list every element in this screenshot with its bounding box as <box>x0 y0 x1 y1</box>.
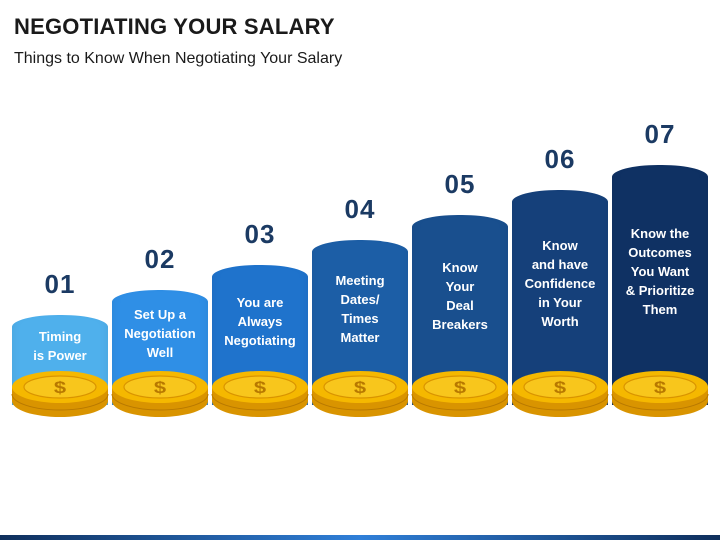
step-bar <box>612 165 708 405</box>
step-label-line: Confidence <box>524 276 596 291</box>
step-label-line: You are <box>236 294 284 310</box>
coin-rim-line <box>11 393 109 411</box>
step-number: 06 <box>544 144 576 174</box>
step-number: 05 <box>444 169 476 199</box>
dollar-coin-icon: $ <box>211 371 309 417</box>
coin-inner-ring <box>423 375 497 399</box>
step-number: 03 <box>244 219 276 249</box>
step-label-line: Negotiating <box>224 332 296 348</box>
page-subtitle: Things to Know When Negotiating Your Sal… <box>14 50 343 67</box>
step-label: Know Your Deal Breakers <box>414 258 506 334</box>
coin-inner-ring <box>23 375 97 399</box>
step-label-line: Your <box>445 279 475 294</box>
coin-rim-line <box>511 393 609 411</box>
step-label-line: Negotiation <box>124 326 196 341</box>
step-number: 02 <box>144 244 176 274</box>
step-label-line: Know the <box>630 225 690 241</box>
coin-rim-line <box>311 393 409 411</box>
step-label: Know and have Confidence in Your Worth <box>514 236 606 331</box>
coin-inner-ring <box>623 375 697 399</box>
step-label-line: Times <box>341 310 379 326</box>
step-label: Meeting Dates/Times Matter <box>314 271 406 347</box>
dollar-sign: $ <box>54 379 66 398</box>
step-label-line: Breakers <box>432 317 488 332</box>
coin-inner-ring <box>323 375 397 399</box>
step-number: 04 <box>344 194 376 224</box>
coin-rim-line <box>111 393 209 411</box>
dollar-sign: $ <box>154 379 166 398</box>
dollar-sign: $ <box>554 379 566 398</box>
step-label-line: Set Up a <box>133 307 186 322</box>
step-label-line: Outcomes <box>628 244 692 260</box>
step-label-line: Deal <box>446 298 474 313</box>
coin-rim-line <box>611 393 709 411</box>
dollar-sign: $ <box>654 379 666 398</box>
step-label: You are Always Negotiating <box>214 293 306 350</box>
step-label-line: is Power <box>33 348 87 363</box>
step-label: Know the Outcomes You Want & Prioritize Them <box>614 224 706 319</box>
bottom-accent-band <box>0 535 720 540</box>
dollar-coin-icon: $ <box>511 371 609 417</box>
step-label-line: and have <box>531 257 589 272</box>
page-title: NEGOTIATING YOUR SALARY <box>14 14 335 39</box>
step-bar <box>512 190 608 405</box>
dollar-sign: $ <box>254 379 266 398</box>
step-label-line: Know <box>442 260 478 275</box>
dollar-sign: $ <box>354 379 366 398</box>
coin-inner-ring <box>523 375 597 399</box>
coin-rim-line <box>411 393 509 411</box>
dollar-coin-icon: $ <box>11 371 109 417</box>
coin-inner-ring <box>223 375 297 399</box>
step-label: Timing is Power <box>14 327 106 365</box>
step-label-line: You Want <box>630 263 690 279</box>
step-label-line: Timing <box>38 329 82 344</box>
dollar-coin-icon: $ <box>611 371 709 417</box>
step-number: 07 <box>644 119 676 149</box>
dollar-coin-icon: $ <box>111 371 209 417</box>
step-label-line: Matter <box>340 329 380 345</box>
step-label-line: Meeting <box>335 272 385 288</box>
step-label-line: Worth <box>541 314 579 329</box>
dollar-coin-icon: $ <box>311 371 409 417</box>
step-label: Set Up a Negotiation Well <box>114 305 206 362</box>
dollar-coin-icon: $ <box>411 371 509 417</box>
coin-inner-ring <box>123 375 197 399</box>
dollar-sign: $ <box>454 379 466 398</box>
step-label-line: Well <box>146 345 174 360</box>
step-label-line: Always <box>237 313 283 329</box>
step-label-line: & Prioritize <box>625 282 695 298</box>
coin-rim-line <box>211 393 309 411</box>
step-number: 01 <box>44 269 76 299</box>
step-label-line: in Your <box>538 295 582 310</box>
step-label-line: Know <box>542 238 578 253</box>
step-label-line: Dates/ <box>340 291 380 307</box>
step-label-line: Them <box>642 301 678 317</box>
